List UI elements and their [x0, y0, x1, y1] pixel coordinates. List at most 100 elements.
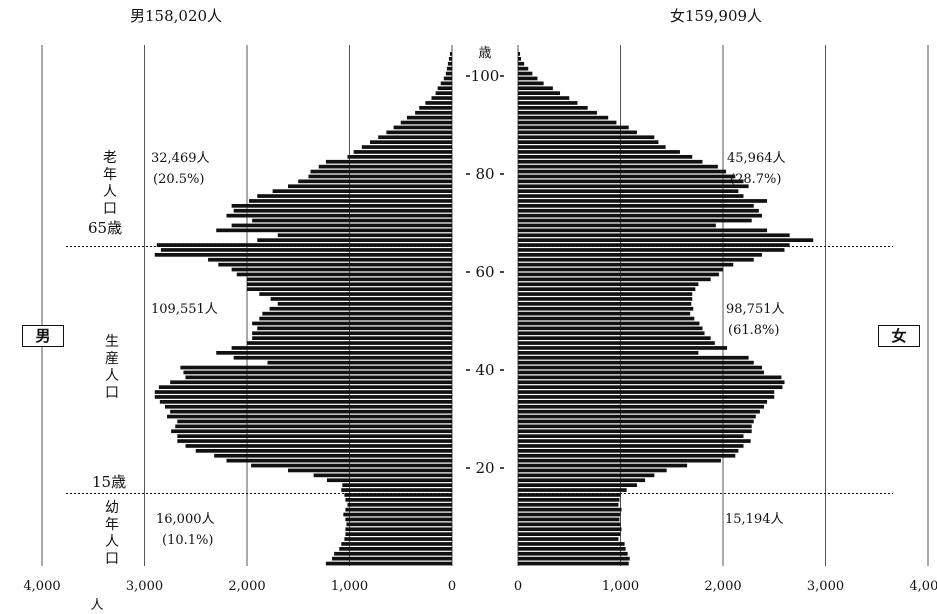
male-bar [231, 346, 452, 350]
male-bar [247, 282, 452, 287]
age-tick-label: 80 [475, 165, 494, 183]
male-bar [214, 453, 452, 458]
male-bar [346, 522, 452, 527]
male-bar [425, 101, 452, 105]
female-bar [518, 282, 699, 287]
male-bar [345, 507, 452, 512]
male-bar [277, 233, 452, 238]
male-bar [262, 311, 452, 316]
female-elderly-percent: (28.7%) [730, 172, 782, 187]
female-bar [518, 302, 692, 306]
male-bar [447, 61, 452, 66]
age-tick-label: 100 [471, 67, 500, 85]
male-bar [347, 502, 452, 507]
female-bar [518, 341, 715, 345]
male-bar [332, 556, 452, 561]
male-elderly-count: 32,469人 [151, 151, 210, 166]
female-bar [518, 370, 764, 375]
female-bar [518, 390, 775, 394]
male-bar [259, 292, 452, 296]
male-bar [370, 140, 452, 144]
female-bar [518, 140, 659, 144]
male-bar [247, 277, 452, 282]
male-bar [257, 238, 452, 242]
female-bar [518, 145, 666, 149]
female-bar [518, 449, 739, 453]
female-bar [518, 547, 626, 551]
male-bar [226, 458, 452, 463]
female-bar [518, 287, 696, 291]
male-bar [419, 106, 452, 110]
female-bar [518, 414, 756, 419]
male-bar [252, 218, 452, 223]
male-bar [154, 253, 452, 257]
male-bar [437, 86, 452, 91]
female-bar [518, 556, 630, 561]
male-bar [345, 498, 452, 502]
x-tick-left: 0 [448, 579, 456, 594]
female-bar [518, 292, 693, 296]
male-bar [218, 262, 452, 267]
female-bar [518, 204, 754, 208]
male-bar [440, 81, 452, 86]
male-bar [344, 493, 452, 497]
male-bar [247, 287, 452, 291]
female-bar [518, 316, 695, 321]
male-bar [158, 385, 452, 389]
male-bar [159, 400, 452, 404]
male-bar [325, 561, 452, 566]
male-bar [233, 208, 452, 213]
male-bar [180, 365, 452, 370]
female-bar [518, 351, 699, 355]
female-bar [518, 527, 622, 532]
male-bar [446, 66, 452, 71]
x-tick-left: 2,000 [228, 579, 265, 594]
female-bar [518, 86, 553, 91]
male-bar [313, 473, 452, 478]
age-axis-label: 歳 [478, 46, 491, 61]
female-bar [518, 561, 629, 566]
female-bar [518, 502, 619, 507]
female-bar [518, 434, 744, 438]
female-bar [518, 164, 718, 169]
male-bar [449, 52, 452, 56]
male-total-title: 男158,020人 [130, 7, 223, 25]
male-bar [288, 468, 452, 473]
female-bar [518, 488, 627, 492]
female-bar [518, 468, 667, 473]
male-bar [267, 360, 452, 365]
female-label-box: 女 [878, 325, 920, 347]
male-bar [177, 434, 453, 438]
female-bar [518, 76, 538, 81]
male-bar [175, 424, 452, 429]
female-bar [518, 498, 620, 502]
female-bar [518, 233, 790, 238]
male-bar [231, 267, 452, 272]
female-bar [518, 238, 814, 242]
female-bar [518, 169, 727, 174]
female-bar [518, 551, 628, 556]
male-bar [400, 120, 452, 125]
male-bar [334, 551, 452, 556]
female-bar [518, 115, 609, 120]
female-bar [518, 400, 768, 404]
male-bar [272, 189, 452, 193]
female-bar [518, 208, 759, 213]
female-bar [518, 272, 719, 277]
male-bar [171, 429, 452, 434]
male-bar [435, 91, 452, 95]
male-bar [216, 351, 452, 355]
male-bar [257, 326, 452, 331]
male-elderly-percent: (20.5%) [153, 172, 205, 187]
male-working-count: 109,551人 [151, 302, 218, 317]
male-bar [326, 478, 452, 483]
female-bar [518, 91, 561, 95]
male-bar [353, 150, 452, 154]
male-bar [277, 302, 452, 306]
male-bar [342, 483, 452, 487]
female-bar [518, 439, 751, 443]
male-bar [318, 164, 452, 169]
female-bar [518, 429, 752, 434]
female-bar [518, 228, 768, 233]
